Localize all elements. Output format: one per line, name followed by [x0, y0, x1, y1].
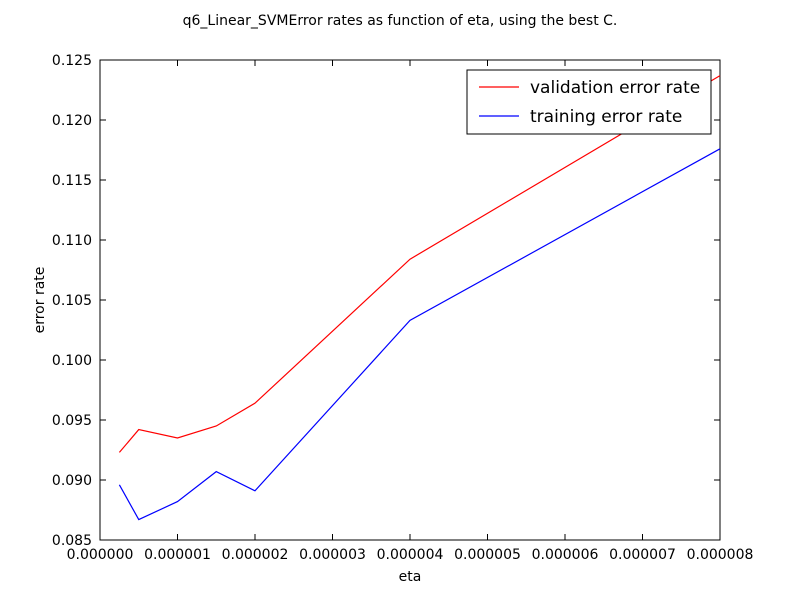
- x-tick-label: 0.000003: [299, 547, 366, 563]
- y-tick-label: 0.085: [52, 533, 92, 549]
- series-line-training: [118, 148, 721, 521]
- legend-entry: validation error rate: [530, 78, 700, 98]
- x-tick-label: 0.000007: [609, 547, 676, 563]
- y-axis-label: error rate: [32, 267, 48, 334]
- y-tick-label: 0.110: [52, 233, 92, 249]
- y-tick-label: 0.095: [52, 413, 92, 429]
- legend: validation error rate training error rate: [466, 69, 712, 135]
- x-tick-label: 0.000004: [377, 547, 444, 563]
- x-tick-label: 0.000005: [454, 547, 521, 563]
- y-tick-label: 0.115: [52, 173, 92, 189]
- y-tick-label: 0.105: [52, 293, 92, 309]
- x-axis: 0.000000 0.000001 0.000002 0.000003 0.000004…: [67, 60, 754, 563]
- x-axis-label: eta: [399, 569, 422, 585]
- y-tick-label: 0.120: [52, 113, 92, 129]
- y-tick-label: 0.125: [52, 53, 92, 69]
- y-axis: 0.085 0.090 0.095 0.100 0.105 0.110 0.115 0.120…: [52, 53, 720, 549]
- x-tick-label: 0.000002: [222, 547, 289, 563]
- chart-title: q6_Linear_SVMError rates as function of …: [183, 13, 618, 29]
- series-line-validation: [118, 75, 721, 453]
- legend-entry: training error rate: [530, 107, 682, 127]
- x-tick-label: 0.000000: [67, 547, 134, 563]
- x-tick-label: 0.000008: [687, 547, 754, 563]
- y-tick-label: 0.090: [52, 473, 92, 489]
- y-tick-label: 0.100: [52, 353, 92, 369]
- x-tick-label: 0.000001: [144, 547, 211, 563]
- legend-box: [466, 69, 712, 135]
- series-layer: [118, 75, 721, 521]
- x-tick-label: 0.000006: [532, 547, 599, 563]
